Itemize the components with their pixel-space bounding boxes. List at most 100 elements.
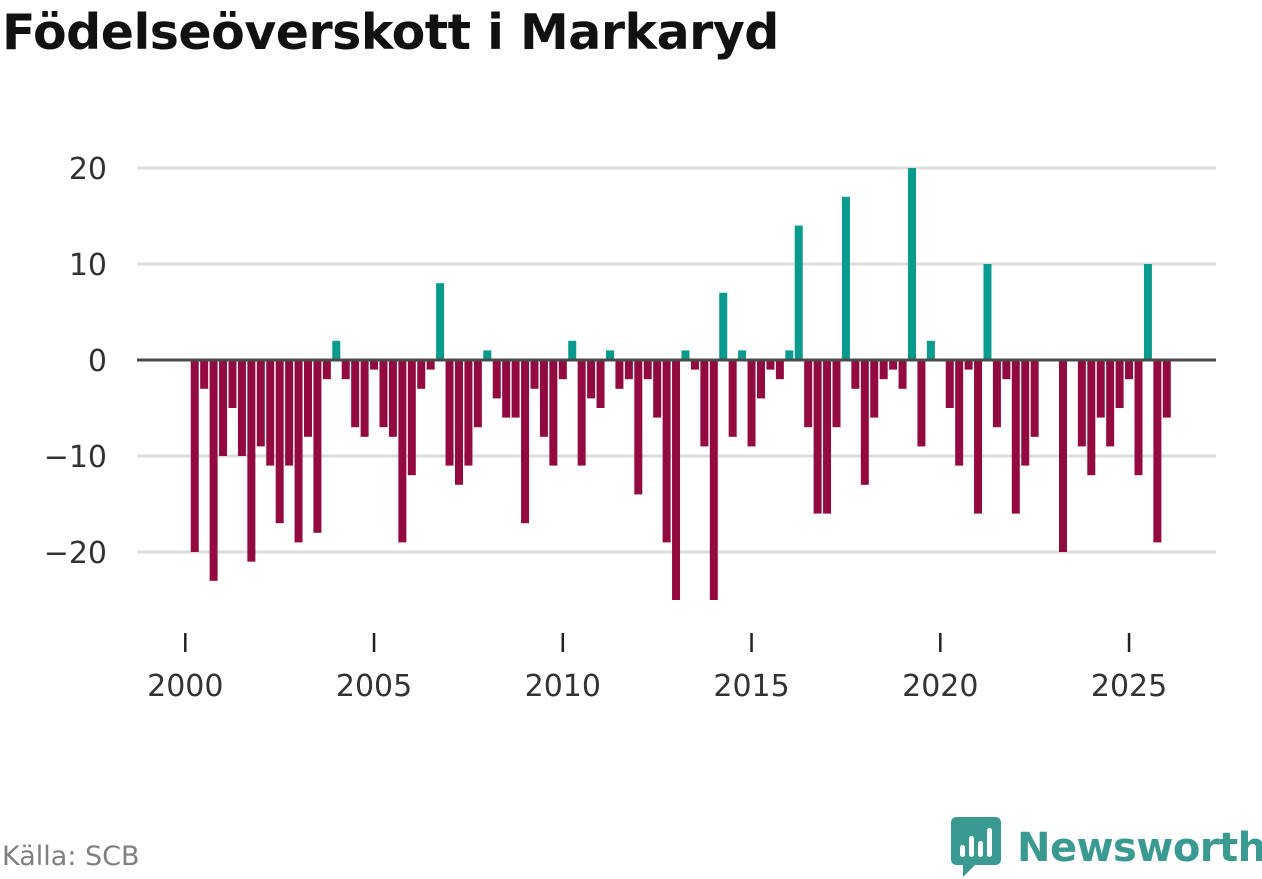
- bar: [502, 360, 511, 418]
- bar: [303, 360, 312, 437]
- bar: [823, 360, 832, 514]
- y-tick-label: 10: [69, 248, 107, 283]
- bar: [370, 360, 379, 370]
- bar: [1058, 360, 1067, 552]
- bar: [889, 360, 898, 370]
- bar: [643, 360, 652, 380]
- bar: [672, 360, 681, 600]
- bar: [483, 350, 492, 360]
- bar: [1162, 360, 1171, 418]
- bar: [747, 360, 756, 447]
- bar: [275, 360, 284, 524]
- bar: [860, 360, 869, 485]
- bar: [492, 360, 501, 399]
- bar: [436, 283, 445, 360]
- bar: [209, 360, 218, 581]
- bar: [794, 225, 803, 360]
- x-tick-label: 2005: [336, 669, 412, 704]
- brand-name: Newsworthy: [1017, 825, 1262, 871]
- bar: [879, 360, 888, 380]
- bar: [813, 360, 822, 514]
- bar: [200, 360, 209, 389]
- y-tick-label: 20: [69, 152, 107, 187]
- bar: [766, 360, 775, 370]
- bar: [756, 360, 765, 399]
- bar: [690, 360, 699, 370]
- bar: [521, 360, 530, 524]
- bar: [926, 340, 935, 360]
- bar: [417, 360, 426, 389]
- bar: [738, 350, 747, 360]
- bar: [407, 360, 416, 476]
- bar: [1115, 360, 1124, 408]
- bar: [1030, 360, 1039, 437]
- bar: [1134, 360, 1143, 476]
- y-tick-label: −10: [44, 440, 107, 475]
- bar: [285, 360, 294, 466]
- bar: [219, 360, 228, 456]
- bar: [530, 360, 539, 389]
- bar: [388, 360, 397, 437]
- y-tick-label: 0: [88, 344, 107, 379]
- newsworthy-chart-icon: [951, 817, 1001, 877]
- bar: [379, 360, 388, 428]
- bar: [653, 360, 662, 418]
- bar: [917, 360, 926, 447]
- bar: [719, 292, 728, 360]
- bar: [351, 360, 360, 428]
- bar: [360, 360, 369, 437]
- bar: [445, 360, 454, 466]
- bar: [1096, 360, 1105, 418]
- bar: [775, 360, 784, 380]
- bar: [549, 360, 558, 466]
- bar: [1153, 360, 1162, 543]
- bar: [1011, 360, 1020, 514]
- bar: [709, 360, 718, 600]
- bar: [596, 360, 605, 408]
- bar: [398, 360, 407, 543]
- bar: [237, 360, 246, 456]
- bar: [313, 360, 322, 533]
- x-tick-label: 2010: [525, 669, 601, 704]
- bar: [634, 360, 643, 495]
- newsworthy-logo: Newsworthy: [951, 817, 1262, 878]
- bar: [341, 360, 350, 380]
- bar: [454, 360, 463, 485]
- bar: [190, 360, 199, 552]
- x-tick-label: 2025: [1091, 669, 1167, 704]
- bar: [473, 360, 482, 428]
- bar: [804, 360, 813, 428]
- bar: [568, 340, 577, 360]
- bar: [539, 360, 548, 437]
- bar: [1087, 360, 1096, 476]
- chart-title: Födelseöverskott i Markaryd: [2, 4, 779, 61]
- bar: [832, 360, 841, 428]
- bar: [322, 360, 331, 380]
- bar: [974, 360, 983, 514]
- bar: [294, 360, 303, 543]
- bar: [841, 196, 850, 360]
- bar: [945, 360, 954, 408]
- bar: [247, 360, 256, 562]
- bar: [464, 360, 473, 466]
- bar: [511, 360, 520, 418]
- bar: [983, 264, 992, 360]
- bar: [1106, 360, 1115, 447]
- bar: [577, 360, 586, 466]
- bar: [964, 360, 973, 370]
- bar: [256, 360, 265, 447]
- bar: [228, 360, 237, 408]
- bar: [992, 360, 1001, 428]
- bar: [1125, 360, 1134, 380]
- bar: [785, 350, 794, 360]
- y-tick-label: −20: [44, 536, 107, 571]
- bar: [605, 350, 614, 360]
- bar: [728, 360, 737, 437]
- x-axis: 2000 2005 2010 2015 2020 2025: [147, 633, 1167, 704]
- bar: [662, 360, 671, 543]
- x-tick-label: 2000: [147, 669, 223, 704]
- bar: [1077, 360, 1086, 447]
- bar: [700, 360, 709, 447]
- bar-series: [190, 168, 1171, 600]
- bar: [266, 360, 275, 466]
